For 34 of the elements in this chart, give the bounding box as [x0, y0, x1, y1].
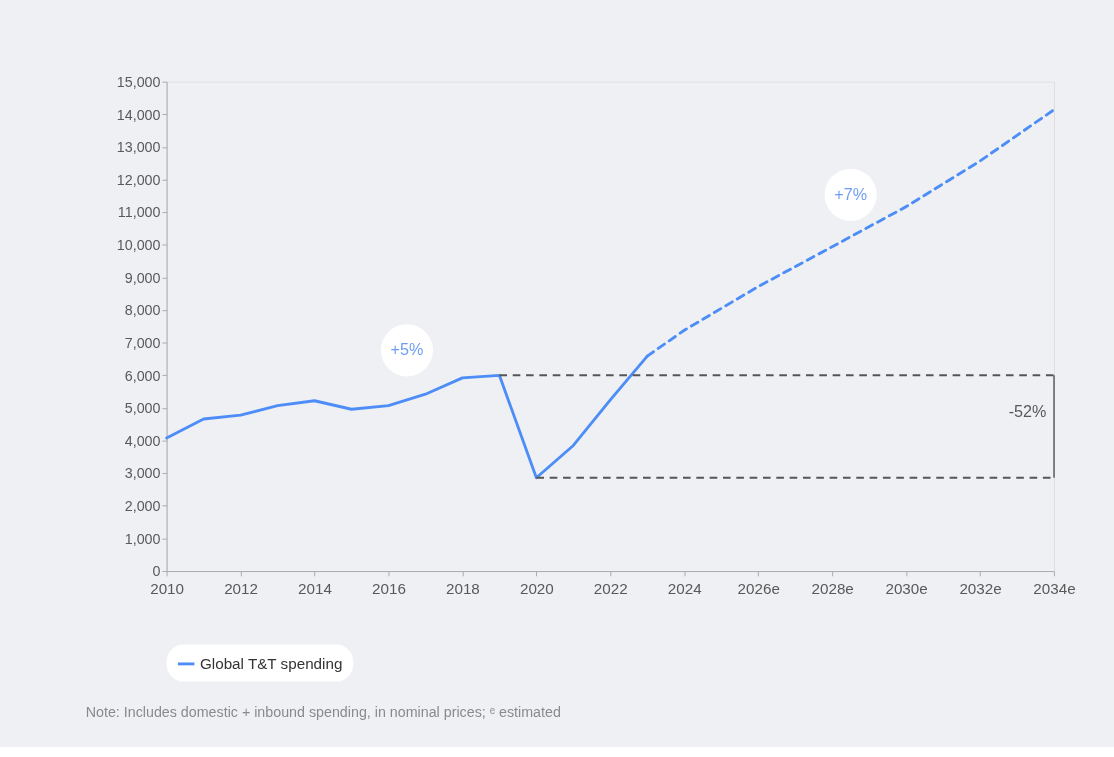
annotation: +5%: [390, 340, 424, 359]
x-tick-label: 2026e: [737, 580, 780, 598]
x-tick-label: 2012: [224, 580, 258, 598]
y-tick-label: 12,000: [116, 171, 161, 188]
legend-label: Global T&T spending: [199, 654, 343, 672]
x-tick-label: 2018: [445, 580, 480, 598]
y-tick-label: 13,000: [116, 139, 161, 156]
y-tick-label: 3,000: [124, 465, 161, 482]
y-tick-label: 15,000: [116, 73, 161, 90]
x-tick-label: 2028e: [811, 580, 854, 598]
x-tick-label: 2022: [593, 580, 628, 598]
y-tick-label: 2,000: [124, 498, 161, 515]
text: Note: Includes domestic + inbound spending, in nominal prices; ᵉ estimated: [85, 703, 561, 720]
annotation: -52%: [1008, 402, 1047, 421]
y-tick-label: 14,000: [116, 106, 161, 123]
y-tick-label: 10,000: [116, 237, 161, 254]
y-tick-label: 5,000: [124, 400, 161, 417]
x-tick-label: 2016: [372, 580, 406, 598]
x-tick-label: 2020: [519, 580, 554, 598]
x-tick-label: 2032e: [959, 580, 1002, 598]
y-tick-label: 1,000: [124, 530, 161, 547]
x-tick-label: 2034e: [1033, 580, 1076, 598]
x-tick-label: 2010: [150, 580, 185, 598]
y-tick-label: 0: [152, 563, 161, 580]
y-tick-label: 8,000: [124, 302, 161, 319]
annotation: +7%: [834, 184, 868, 203]
y-tick-label: 6,000: [124, 367, 161, 384]
y-tick-label: 11,000: [117, 204, 161, 221]
y-tick-label: 9,000: [124, 269, 161, 286]
x-tick-label: 2030e: [885, 580, 928, 598]
x-tick-label: 2024: [667, 580, 703, 598]
x-tick-label: 2014: [298, 580, 333, 598]
y-tick-label: 7,000: [124, 334, 161, 351]
y-tick-label: 4,000: [124, 432, 161, 449]
